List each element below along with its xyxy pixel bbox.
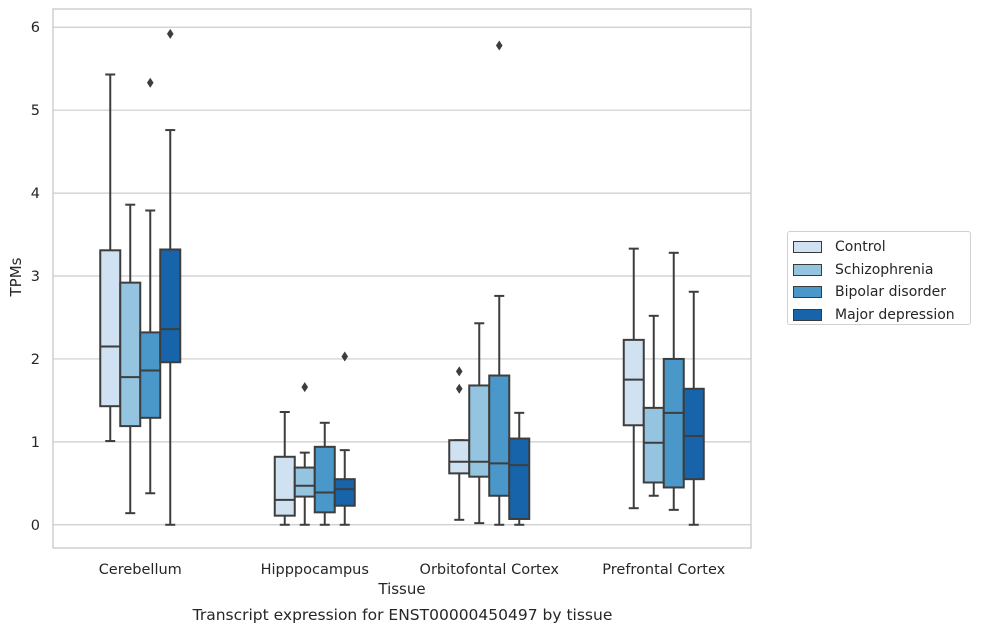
box bbox=[119, 281, 142, 428]
box bbox=[622, 338, 645, 427]
y-tick-label: 4 bbox=[31, 186, 40, 202]
y-tick-label: 5 bbox=[31, 103, 40, 119]
box bbox=[313, 445, 336, 514]
legend-swatch-schizophrenia bbox=[793, 263, 822, 276]
legend-label-schizophrenia: Schizophrenia bbox=[835, 261, 934, 278]
box bbox=[468, 384, 491, 478]
legend-label-bipolar-disorder: Bipolar disorder bbox=[835, 284, 947, 301]
y-tick-label: 1 bbox=[31, 435, 40, 451]
outlier-point bbox=[146, 77, 154, 88]
legend-label-control: Control bbox=[835, 239, 886, 256]
box bbox=[682, 387, 705, 481]
x-tick-label: Hipppocampus bbox=[261, 562, 369, 578]
box bbox=[488, 374, 511, 497]
x-axis-label: Tissue bbox=[378, 580, 426, 598]
outlier-point bbox=[341, 351, 349, 362]
legend-swatch-bipolar-disorder bbox=[793, 286, 822, 299]
outlier-point bbox=[301, 382, 309, 393]
outlier-point bbox=[455, 366, 463, 377]
box bbox=[293, 466, 316, 498]
y-tick-label: 2 bbox=[31, 352, 40, 368]
x-tick-label: Cerebellum bbox=[99, 562, 182, 578]
outlier-point bbox=[495, 40, 503, 51]
legend: Control Schizophrenia Bipolar disorder M… bbox=[787, 231, 971, 325]
legend-swatch-major-depression bbox=[793, 308, 822, 321]
box bbox=[508, 437, 531, 520]
box bbox=[273, 455, 296, 517]
x-tick-label: Orbitofontal Cortex bbox=[420, 562, 560, 578]
y-tick-label: 6 bbox=[31, 20, 40, 36]
outlier-point bbox=[166, 28, 174, 39]
box bbox=[159, 248, 182, 364]
outlier-point bbox=[455, 383, 463, 394]
legend-item-schizophrenia: Schizophrenia bbox=[793, 259, 970, 282]
box bbox=[99, 249, 122, 408]
box bbox=[662, 357, 685, 489]
y-tick-label: 0 bbox=[31, 518, 40, 534]
y-axis-label: TPMs bbox=[7, 257, 25, 297]
x-tick-label: Prefrontal Cortex bbox=[602, 562, 725, 578]
box bbox=[448, 439, 471, 475]
legend-label-major-depression: Major depression bbox=[835, 306, 955, 323]
legend-item-control: Control bbox=[793, 236, 970, 259]
plot-frame bbox=[52, 8, 752, 549]
figure-caption: Transcript expression for ENST0000045049… bbox=[192, 606, 613, 624]
box bbox=[139, 331, 162, 419]
legend-item-bipolar-disorder: Bipolar disorder bbox=[793, 281, 970, 304]
box bbox=[333, 478, 356, 507]
box bbox=[642, 406, 665, 484]
legend-swatch-control bbox=[793, 241, 822, 254]
legend-item-major-depression: Major depression bbox=[793, 304, 970, 327]
y-tick-label: 3 bbox=[31, 269, 40, 285]
